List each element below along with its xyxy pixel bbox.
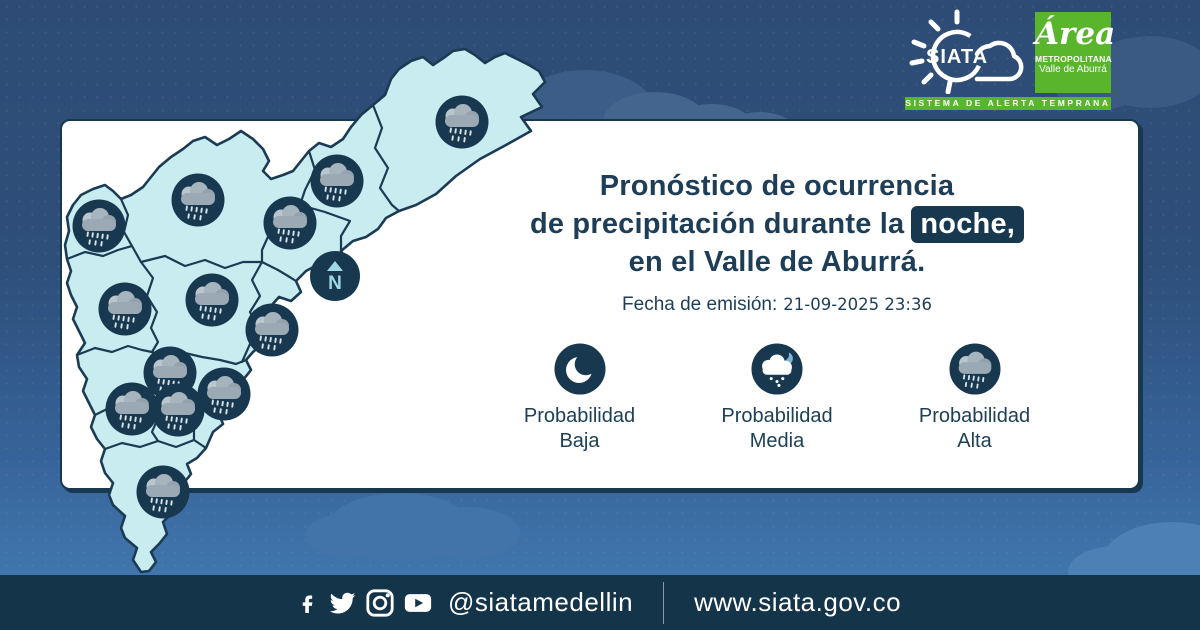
svg-text:SIATA: SIATA — [926, 46, 988, 68]
facebook-icon[interactable] — [299, 588, 319, 618]
siata-logo: SIATA — [909, 9, 1024, 95]
emission-label: Fecha de emisión: — [622, 294, 778, 315]
siata-tagline-bar: SISTEMA DE ALERTA TEMPRANA — [905, 97, 1111, 110]
amva-logo: Área METROPOLITANA Valle de Aburrá — [1035, 12, 1115, 93]
forecast-panel: Pronóstico de ocurrencia de precipitació… — [492, 167, 1062, 454]
footer-divider — [663, 581, 665, 624]
legend-item-alta: Probabilidad Alta — [887, 343, 1062, 454]
social-handle[interactable]: @siatamedellin — [447, 587, 634, 617]
youtube-icon[interactable] — [402, 588, 434, 618]
twitter-icon[interactable] — [326, 588, 358, 618]
social-icons — [299, 588, 434, 618]
legend-label: Probabilidad Media — [721, 405, 833, 452]
title-line-2: de precipitación durante la noche, — [492, 205, 1062, 243]
emission-row: Fecha de emisión: 21-09-2025 23:36 — [492, 294, 1062, 316]
title-line-3: en el Valle de Aburrá. — [628, 246, 926, 278]
legend-label: Probabilidad Alta — [918, 405, 1031, 452]
emission-datetime: 21-09-2025 23:36 — [783, 295, 932, 314]
cloud-moon-rain-icon — [751, 343, 803, 395]
moon-icon — [553, 343, 606, 395]
footer-bar: @siatamedellin www.siata.gov.co — [0, 575, 1200, 630]
legend-item-media: Probabilidad Media — [690, 343, 865, 454]
forecast-card: Pronóstico de ocurrencia de precipitació… — [60, 119, 1140, 490]
cloud-heavy-rain-icon — [948, 343, 1001, 395]
website-link[interactable]: www.siata.gov.co — [694, 587, 902, 617]
legend-label: Probabilidad Baja — [523, 405, 636, 452]
header-logos: SIATA Área METROPOLITANA Valle de Aburrá… — [900, 8, 1115, 110]
title-line-1: Pronóstico de ocurrencia — [599, 170, 955, 202]
title-highlight: noche, — [911, 206, 1025, 243]
legend: Probabilidad Baja Probabilidad Media Pro… — [492, 343, 1062, 454]
instagram-icon[interactable] — [365, 588, 395, 618]
legend-item-baja: Probabilidad Baja — [492, 343, 667, 454]
page-title: Pronóstico de ocurrencia de precipitació… — [492, 167, 1062, 281]
